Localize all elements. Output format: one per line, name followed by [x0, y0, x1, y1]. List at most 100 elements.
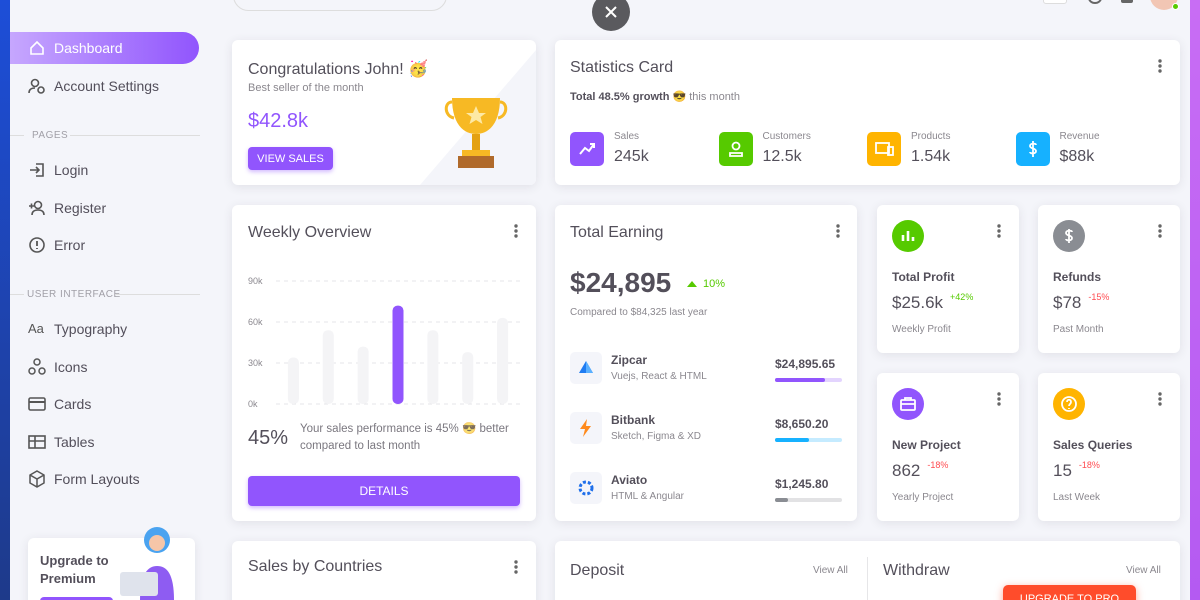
earning-card: Total Earning $24,895 10% Compared to $8… [555, 205, 857, 521]
company-name: Bitbank [611, 413, 656, 427]
cards-icon [28, 397, 46, 411]
nav-item[interactable]: Tables [54, 434, 95, 450]
menu-dots[interactable] [1158, 224, 1162, 238]
close-icon [605, 6, 617, 18]
progress-bar [775, 378, 826, 382]
deposit-title: Deposit [570, 562, 625, 579]
theme-icon[interactable] [1088, 0, 1102, 4]
nav-item[interactable]: Form Layouts [54, 471, 140, 487]
small-card-title: Refunds [1053, 270, 1101, 284]
icons-icon [28, 358, 46, 375]
status-dot [1172, 3, 1179, 10]
logo-glyph [580, 419, 591, 437]
small-glyph [901, 231, 915, 241]
weekly-description: Your sales performance is 45% 😎 better c… [300, 423, 509, 452]
bar [392, 305, 404, 404]
progress-track [775, 438, 842, 442]
dot [1158, 392, 1162, 396]
login-icon [30, 163, 44, 177]
logo-glyph [578, 480, 594, 496]
menu-dots[interactable] [1158, 59, 1162, 73]
nav-item[interactable]: Icons [54, 359, 88, 375]
stat-glyph [579, 143, 595, 155]
upgrade-button[interactable] [40, 597, 113, 600]
menu-dots[interactable] [1158, 392, 1162, 406]
earning-compared: Compared to $84,325 last year [570, 307, 708, 318]
nav-item[interactable]: Account Settings [54, 78, 160, 94]
bar [357, 346, 369, 404]
divider [867, 557, 868, 600]
small-card-title: Sales Queries [1053, 438, 1133, 452]
error-icon [29, 237, 45, 253]
stat-icon [718, 132, 753, 166]
stat-label: Products [911, 131, 951, 142]
company-tech: HTML & Angular [611, 491, 684, 502]
view-all[interactable]: View All [813, 565, 848, 576]
search-box[interactable] [233, 0, 447, 11]
menu-dots[interactable] [997, 392, 1001, 406]
nav-item[interactable]: Cards [54, 396, 92, 412]
congrats-amount: $42.8k [248, 110, 309, 132]
nav-item[interactable]: Typography [54, 321, 128, 337]
section-title: PAGES [32, 130, 69, 141]
stat-icon [867, 132, 901, 166]
stat-glyph [728, 141, 743, 157]
divider [10, 294, 24, 295]
company-logo [570, 352, 602, 384]
congrats-title: Congratulations John! 🥳 [248, 61, 429, 78]
stat-value: 1.54k [911, 148, 951, 165]
nav-item[interactable]: Error [54, 237, 86, 253]
dot [997, 229, 1001, 233]
stat-label: Revenue [1059, 131, 1100, 142]
small-card-caption: Weekly Profit [892, 324, 951, 335]
stats-title: Statistics Card [570, 59, 674, 76]
earning-title: Total Earning [570, 224, 664, 241]
illustration [120, 527, 174, 600]
company-tech: Sketch, Figma & XD [611, 431, 702, 442]
stat-value: 245k [614, 148, 649, 165]
nav-item[interactable]: Login [54, 162, 89, 178]
congrats-subtitle: Best seller of the month [248, 82, 364, 94]
menu-dots[interactable] [997, 224, 1001, 238]
tables-icon [28, 435, 46, 449]
small-glyph [900, 397, 916, 411]
withdraw-title: Withdraw [883, 562, 950, 579]
small-card-caption: Yearly Project [892, 492, 954, 503]
weekly-card: Weekly Overview 0k 30k 60k 90k 45% Your sal… [232, 205, 536, 521]
menu-dots[interactable] [514, 224, 518, 238]
stat-icon [570, 132, 604, 166]
small-card-value: 862 [892, 461, 921, 480]
close-button[interactable] [592, 0, 630, 31]
small-card-change: +42% [950, 292, 974, 302]
company-logo [570, 412, 602, 444]
view-all[interactable]: View All [1126, 565, 1161, 576]
company-name: Aviato [611, 473, 648, 487]
company-amount: $24,895.65 [775, 357, 836, 371]
progress-track [775, 498, 842, 502]
bar [497, 317, 509, 404]
small-card-change: -18% [927, 460, 949, 470]
dot [1158, 234, 1162, 238]
upgrade-pro-button[interactable]: UPGRADE TO PRO [1003, 585, 1136, 600]
earning-amount: $24,895 [570, 267, 672, 298]
notification-icon[interactable] [1121, 0, 1133, 3]
y-tick-label: 0k [248, 399, 258, 409]
bar [287, 357, 299, 404]
toolbar-item[interactable] [1043, 0, 1067, 4]
view-sales-button[interactable]: VIEW SALES [248, 147, 333, 170]
dot [997, 234, 1001, 238]
avatar[interactable] [1150, 0, 1178, 10]
nav-item[interactable]: Dashboard [54, 40, 123, 56]
stat-value: 12.5k [762, 148, 802, 165]
section-title: USER INTERFACE [27, 289, 121, 300]
stat-glyph [1028, 141, 1037, 157]
small-card-icon [892, 388, 924, 420]
menu-dots[interactable] [836, 224, 840, 238]
nav-item[interactable]: Register [54, 200, 107, 216]
weekly-chart: 0k 30k 60k 90k [248, 276, 520, 409]
menu-dots[interactable] [514, 560, 518, 574]
nav-active[interactable] [10, 32, 199, 64]
y-tick-label: 90k [248, 276, 263, 286]
details-button[interactable]: DETAILS [248, 476, 520, 506]
